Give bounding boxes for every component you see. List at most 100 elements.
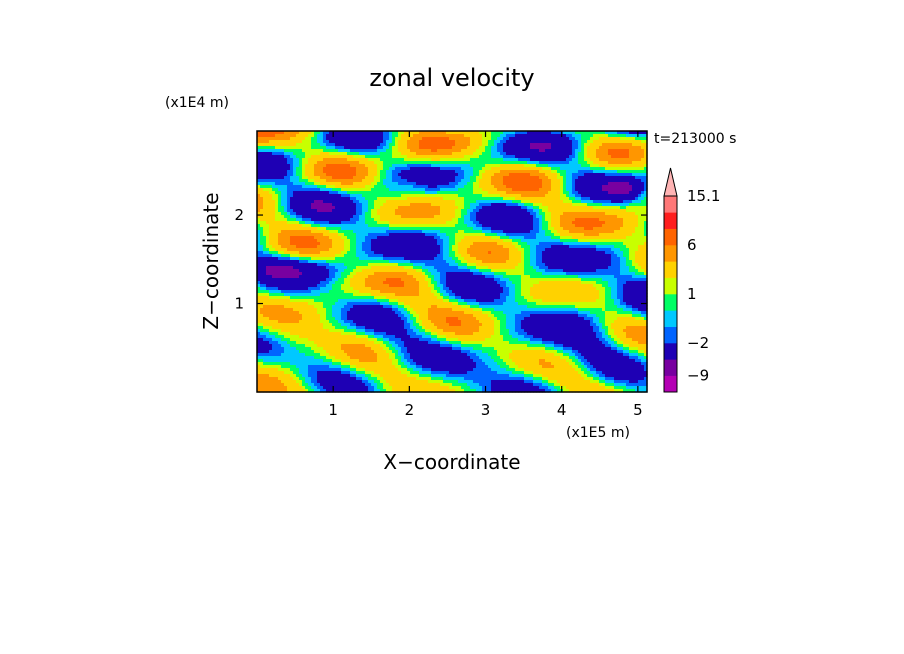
field-cell <box>476 191 480 195</box>
field-cell <box>545 140 549 144</box>
field-cell <box>299 194 303 198</box>
field-cell <box>524 140 528 144</box>
field-cell <box>359 149 363 153</box>
field-cell <box>470 149 474 153</box>
field-cell <box>368 143 372 147</box>
field-cell <box>443 161 447 165</box>
field-cell <box>290 167 294 171</box>
field-cell <box>383 158 387 162</box>
field-cell <box>575 188 579 192</box>
field-cell <box>476 188 480 192</box>
field-cell <box>512 137 516 141</box>
field-cell <box>383 167 387 171</box>
field-cell <box>365 170 369 174</box>
field-cell <box>458 146 462 150</box>
field-cell <box>356 188 360 192</box>
field-cell <box>524 134 528 138</box>
field-cell <box>461 185 465 189</box>
field-cell <box>326 176 330 180</box>
field-cell <box>269 185 273 189</box>
field-cell <box>476 170 480 174</box>
field-cell <box>389 188 393 192</box>
field-cell <box>266 185 270 189</box>
field-cell <box>578 173 582 177</box>
field-cell <box>617 134 621 138</box>
field-cell <box>347 158 351 162</box>
field-cell <box>410 185 414 189</box>
field-cell <box>536 173 540 177</box>
field-cell <box>314 188 318 192</box>
field-cell <box>452 167 456 171</box>
field-cell <box>551 167 555 171</box>
field-cell <box>308 149 312 153</box>
field-cell <box>632 173 636 177</box>
field-cell <box>428 167 432 171</box>
field-cell <box>635 152 639 156</box>
field-cell <box>344 173 348 177</box>
field-cell <box>641 173 645 177</box>
field-cell <box>542 140 546 144</box>
field-cell <box>317 188 321 192</box>
field-cell <box>296 194 300 198</box>
field-cell <box>446 164 450 168</box>
field-cell <box>356 179 360 183</box>
field-cell <box>536 191 540 195</box>
field-cell <box>332 197 336 201</box>
field-cell <box>500 164 504 168</box>
field-cell <box>635 134 639 138</box>
field-cell <box>377 197 381 201</box>
field-cell <box>272 185 276 189</box>
field-cell <box>332 179 336 183</box>
field-cell <box>533 167 537 171</box>
field-cell <box>437 191 441 195</box>
field-cell <box>488 167 492 171</box>
field-cell <box>563 170 567 174</box>
field-cell <box>440 179 444 183</box>
field-cell <box>386 149 390 153</box>
field-cell <box>485 173 489 177</box>
field-cell <box>308 131 312 135</box>
field-cell <box>353 155 357 159</box>
field-cell <box>356 191 360 195</box>
field-cell <box>287 146 291 150</box>
field-cell <box>533 164 537 168</box>
field-cell <box>353 137 357 141</box>
field-cell <box>269 179 273 183</box>
field-cell <box>383 179 387 183</box>
field-cell <box>308 146 312 150</box>
field-cell <box>344 152 348 156</box>
field-cell <box>440 158 444 162</box>
field-cell <box>311 188 315 192</box>
field-cell <box>623 173 627 177</box>
field-cell <box>269 194 273 198</box>
field-cell <box>485 191 489 195</box>
field-cell <box>395 152 399 156</box>
field-cell <box>374 188 378 192</box>
field-cell <box>470 134 474 138</box>
field-cell <box>566 143 570 147</box>
field-cell <box>296 158 300 162</box>
field-cell <box>356 197 360 201</box>
field-cell <box>641 143 645 147</box>
field-cell <box>563 155 567 159</box>
field-cell <box>527 152 531 156</box>
field-cell <box>521 164 525 168</box>
field-cell <box>512 131 516 135</box>
field-cell <box>287 194 291 198</box>
field-cell <box>374 152 378 156</box>
field-cell <box>482 146 486 150</box>
field-cell <box>521 155 525 159</box>
field-cell <box>539 176 543 180</box>
field-cell <box>572 170 576 174</box>
field-cell <box>503 179 507 183</box>
field-cell <box>389 158 393 162</box>
field-cell <box>485 167 489 171</box>
field-cell <box>260 182 264 186</box>
field-cell <box>338 170 342 174</box>
field-cell <box>464 137 468 141</box>
field-cell <box>323 194 327 198</box>
field-cell <box>530 194 534 198</box>
field-cell <box>479 182 483 186</box>
field-cell <box>290 140 294 144</box>
field-cell <box>467 182 471 186</box>
